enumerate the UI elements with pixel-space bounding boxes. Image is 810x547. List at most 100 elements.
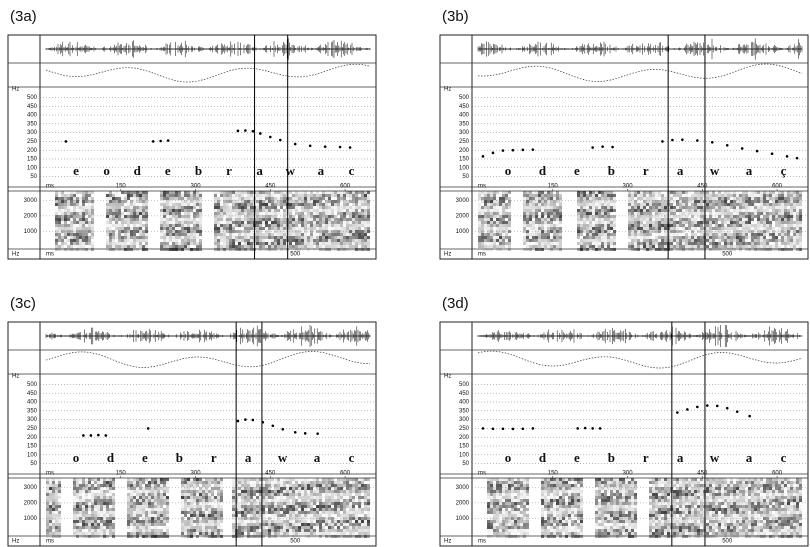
spectrogram-cell	[256, 233, 259, 236]
segment-label: e	[142, 450, 148, 465]
spectrogram-cell	[160, 511, 163, 514]
spectrogram-cell	[130, 236, 133, 239]
segment-label: b	[608, 163, 615, 178]
spectrogram-cell	[169, 206, 172, 209]
spectrogram-cell	[88, 481, 91, 484]
spectrogram-cell	[757, 245, 760, 248]
spectrogram-cell	[115, 191, 118, 194]
spectrogram-cell	[163, 194, 166, 197]
spectrogram-cell	[52, 493, 55, 496]
spectrogram-cell	[487, 221, 490, 224]
spectrogram-cell	[736, 191, 739, 194]
spectrogram-cell	[634, 239, 637, 242]
spectrogram-cell	[556, 215, 559, 218]
spectrogram-cell	[139, 481, 142, 484]
spectrogram-cell	[529, 218, 532, 221]
spectrogram-cell	[163, 532, 166, 535]
spectrogram-cell	[91, 215, 94, 218]
spectrogram-cell	[121, 242, 124, 245]
spectrogram-cell	[142, 191, 145, 194]
pitch-point	[532, 148, 535, 151]
spectrogram-cell	[778, 191, 781, 194]
spectrogram-cell	[55, 215, 58, 218]
spectrogram-cell	[115, 212, 118, 215]
spectrogram-cell	[709, 209, 712, 212]
spectrogram-cell	[109, 490, 112, 493]
spectrogram-cell	[280, 233, 283, 236]
spectrogram-cell	[301, 221, 304, 224]
spectrogram-cell	[175, 197, 178, 200]
spectrogram-cell	[223, 206, 226, 209]
spectrogram-cell	[592, 221, 595, 224]
spectrogram-cell	[241, 206, 244, 209]
spectrogram-cell	[175, 224, 178, 227]
spectrogram-cell	[88, 221, 91, 224]
spectrogram-cell	[598, 212, 601, 215]
segment-label: o	[505, 163, 512, 178]
spectrogram-cell	[595, 218, 598, 221]
spectrogram-cell	[166, 215, 169, 218]
spectrogram-cell	[643, 224, 646, 227]
spectrogram-cell	[367, 197, 370, 200]
spectrogram-cell	[97, 502, 100, 505]
y-tick-label: 250	[27, 139, 38, 145]
spectrogram-cell	[328, 212, 331, 215]
spectrogram-cell	[640, 194, 643, 197]
spectrogram-cell	[217, 197, 220, 200]
spectrogram-cell	[547, 248, 550, 251]
spectrogram-cell	[220, 514, 223, 517]
spectrogram-cell	[70, 194, 73, 197]
spectrogram-cell	[772, 236, 775, 239]
spectrogram-cell	[325, 221, 328, 224]
spectrogram-cell	[214, 535, 217, 538]
spectrogram-cell	[283, 227, 286, 230]
spectrogram-cell	[166, 233, 169, 236]
spectrogram-cell	[349, 218, 352, 221]
spectrogram-cell	[238, 194, 241, 197]
spectrogram-cell	[721, 206, 724, 209]
spectrogram-cell	[85, 239, 88, 242]
spectrogram-cell	[790, 197, 793, 200]
spectrogram-cell	[265, 233, 268, 236]
spectrogram-cell	[94, 496, 97, 499]
spectrogram-cell	[151, 508, 154, 511]
spectrogram-cell	[223, 233, 226, 236]
y-tick-label: 50	[30, 461, 37, 467]
spectrogram-cell	[553, 224, 556, 227]
spectrogram-cell	[592, 194, 595, 197]
spec-y-tick-label: 3000	[24, 198, 38, 204]
spectrogram-cell	[631, 248, 634, 251]
spectrogram-cell	[544, 212, 547, 215]
spectrogram-cell	[283, 245, 286, 248]
spectrogram-cell	[301, 191, 304, 194]
spectrogram-cell	[679, 224, 682, 227]
spectrogram-cell	[799, 197, 802, 200]
spectrogram-cell	[679, 209, 682, 212]
spectrogram-cell	[595, 245, 598, 248]
spectrogram-cell	[79, 496, 82, 499]
spectrogram-cell	[685, 248, 688, 251]
spectrogram-cell	[349, 236, 352, 239]
spectrogram-cell	[607, 233, 610, 236]
spectrogram-cell	[781, 203, 784, 206]
spectrogram-cell	[367, 215, 370, 218]
spectrogram-cell	[163, 499, 166, 502]
spectrogram-cell	[340, 218, 343, 221]
spectrogram-cell	[556, 227, 559, 230]
spectrogram-cell	[55, 496, 58, 499]
spectrogram-cell	[82, 520, 85, 523]
y-tick-label: 400	[27, 113, 38, 119]
spectrogram-cell	[733, 227, 736, 230]
segment-label: r	[643, 163, 649, 178]
spectrogram-cell	[100, 523, 103, 526]
spectrogram-cell	[103, 523, 106, 526]
spectrogram-cell	[259, 227, 262, 230]
spectrogram-cell	[166, 242, 169, 245]
spectrogram-cell	[721, 203, 724, 206]
spectrogram-cell	[76, 233, 79, 236]
spectrogram-cell	[190, 194, 193, 197]
spectrogram-cell	[109, 233, 112, 236]
spectrogram-cell	[697, 215, 700, 218]
spectrogram-cell	[718, 236, 721, 239]
spectrogram-cell	[478, 209, 481, 212]
